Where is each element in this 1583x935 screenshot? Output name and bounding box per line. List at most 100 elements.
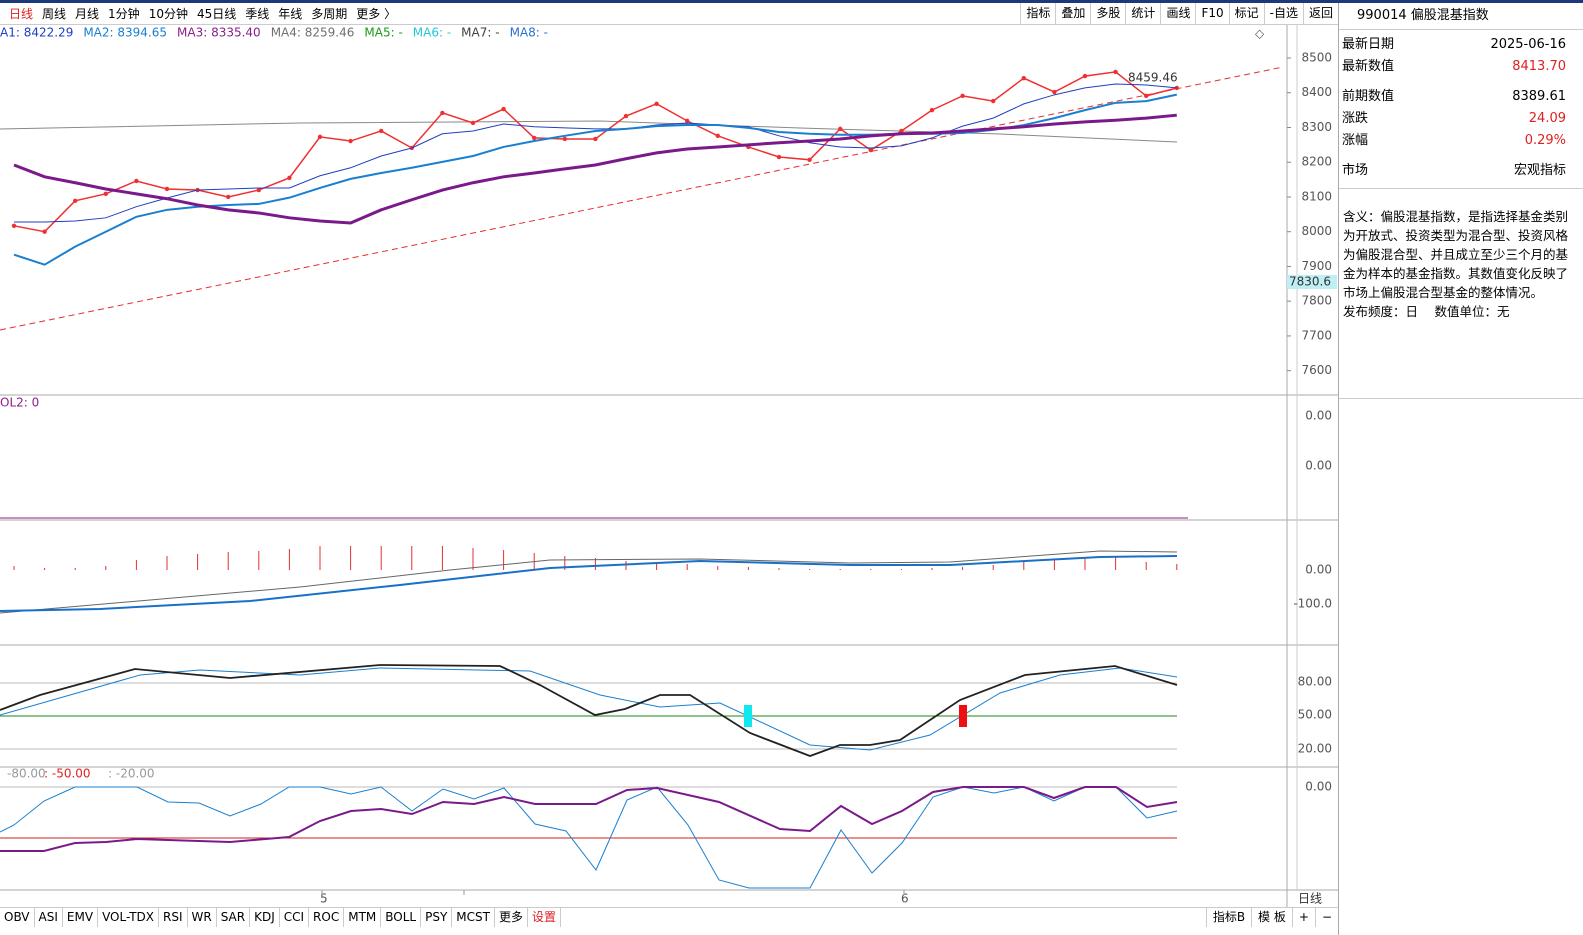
- period-tab[interactable]: 多周期: [311, 7, 348, 21]
- tool-button[interactable]: F10: [1195, 3, 1228, 24]
- tool-button[interactable]: 叠加: [1055, 3, 1090, 24]
- tool-button[interactable]: 指标: [1020, 3, 1055, 24]
- period-label: 日线: [1298, 892, 1322, 906]
- tool-button[interactable]: 画线: [1160, 3, 1195, 24]
- close-point: [226, 194, 231, 200]
- y-tick-label: 8500: [1301, 51, 1332, 65]
- indicator-tab[interactable]: MTM: [344, 908, 382, 927]
- bottom-right: 指标B 模 板 + −: [1205, 908, 1338, 927]
- close-point: [317, 134, 323, 140]
- current-label: 7830.6: [1289, 275, 1331, 289]
- close-point: [654, 101, 659, 107]
- ma-legend: A1: 8422.29: [0, 26, 73, 40]
- indicator-tab[interactable]: RSI: [159, 908, 188, 927]
- current-box: [1287, 275, 1337, 289]
- y-tick-label: 8300: [1301, 120, 1332, 134]
- close-point: [868, 147, 873, 153]
- macd-tick: 0.00: [1305, 563, 1332, 577]
- indicator-tab[interactable]: 更多: [495, 908, 528, 927]
- ma-legend: MA5: -: [364, 26, 402, 40]
- close-point: [960, 93, 965, 99]
- indicator-tab[interactable]: OBV: [0, 908, 35, 927]
- close-point: [929, 107, 935, 113]
- x-month-label: 6: [901, 892, 909, 906]
- tool-button[interactable]: -自选: [1263, 3, 1303, 24]
- wr-label: : -20.00: [108, 767, 155, 781]
- info-row: 最新数值 8413.70: [1339, 56, 1583, 78]
- info-value: 0.29%: [1524, 133, 1566, 148]
- period-tab[interactable]: 月线: [75, 7, 100, 21]
- tool-button[interactable]: 多股: [1090, 3, 1125, 24]
- wr-2: [0, 786, 1178, 852]
- x-month-label: 5: [320, 892, 328, 906]
- tool-button[interactable]: 统计: [1125, 3, 1160, 24]
- close-point: [164, 186, 170, 192]
- close-point: [1052, 89, 1057, 95]
- period-tab[interactable]: 1分钟: [108, 7, 140, 21]
- info-label: 最新日期: [1342, 37, 1395, 52]
- info-value: 8413.70: [1512, 59, 1566, 74]
- close-point: [991, 98, 996, 104]
- indicator-tab[interactable]: MCST: [452, 908, 495, 927]
- wr-label: -80.00: [7, 767, 46, 781]
- period-tab[interactable]: 周线: [42, 7, 67, 21]
- series-line: [13, 93, 1178, 266]
- series-line: [13, 113, 1177, 225]
- indicator-tab[interactable]: ASI: [35, 908, 63, 927]
- info-rows: 最新日期 2025-06-16 最新数值 8413.70 前期数值 8389.61 涨跌 24…: [1339, 30, 1583, 182]
- indicator-tab[interactable]: SAR: [217, 908, 251, 927]
- close-point: [532, 135, 537, 141]
- period-tab[interactable]: 更多 〉: [356, 7, 397, 21]
- period-tab[interactable]: 10分钟: [148, 7, 188, 21]
- info-panel: 990014 偏股混基指数 最新日期 2025-06-16 最新数值 8413.70 前…: [1338, 3, 1583, 935]
- period-toolbar: 日线 周线 月线 1分钟 10分钟 45日线 季线 年线 多周期 更多 〉 指标 叠加 多股 统计 画线 F…: [0, 3, 1338, 25]
- info-label: 最新数值: [1342, 59, 1395, 74]
- ma-legend: MA7: -: [461, 26, 499, 40]
- bottom-button[interactable]: +: [1291, 908, 1315, 927]
- info-value: 2025-06-16: [1490, 37, 1566, 52]
- wr-tick: 0.00: [1305, 780, 1332, 794]
- y-tick-label: 7600: [1301, 363, 1332, 377]
- indicator-tab[interactable]: EMV: [63, 908, 99, 927]
- bottom-button[interactable]: 指标B: [1205, 908, 1251, 927]
- close-point: [623, 113, 629, 119]
- indicator-tab[interactable]: VOL-TDX: [98, 908, 159, 927]
- indicator-tab[interactable]: WR: [188, 908, 217, 927]
- indicator-tab[interactable]: BOLL: [381, 908, 422, 927]
- period-tab[interactable]: 季线: [245, 7, 270, 21]
- wr-1: [0, 786, 1178, 889]
- indicator-tab[interactable]: CCI: [280, 908, 310, 927]
- info-label: 涨跌: [1342, 111, 1369, 126]
- close-point: [1082, 73, 1088, 79]
- y-tick-label: 7900: [1301, 259, 1332, 273]
- indicator-tab[interactable]: KDJ: [250, 908, 280, 927]
- info-value: 24.09: [1528, 111, 1566, 126]
- kdj-tick: 20.00: [1298, 742, 1332, 756]
- tool-button[interactable]: 返回: [1302, 3, 1338, 24]
- period-tab[interactable]: 45日线: [196, 7, 237, 21]
- indicator-tab[interactable]: 设置: [528, 908, 562, 927]
- period-tab[interactable]: 日线: [9, 7, 34, 21]
- bottom-button[interactable]: −: [1314, 908, 1338, 927]
- tool-button[interactable]: 标记: [1228, 3, 1264, 24]
- period-tab[interactable]: 年线: [278, 7, 303, 21]
- info-label: 前期数值: [1342, 89, 1395, 104]
- close-point: [1144, 93, 1149, 99]
- info-label: 市场: [1342, 163, 1369, 178]
- close-point: [776, 154, 782, 160]
- bottom-button[interactable]: 模 板: [1251, 908, 1292, 927]
- divider: [1339, 398, 1583, 399]
- vol-tick: 0.00: [1305, 409, 1332, 423]
- close-point: [562, 136, 567, 142]
- indicator-tabs: OBV ASI EMV VOL-TDX RSI WR SAR KDJ CCI ROC MTM BOLL…: [0, 907, 1338, 927]
- indicator-tab[interactable]: PSY: [421, 908, 453, 927]
- y-tick-label: 8200: [1301, 155, 1332, 169]
- close-point: [348, 138, 353, 144]
- close-point: [103, 191, 109, 197]
- ma-legend: MA3: 8335.40: [177, 26, 261, 40]
- close-point: [134, 178, 139, 184]
- indicator-tab[interactable]: ROC: [309, 908, 345, 927]
- vol-tick: 0.00: [1305, 459, 1332, 473]
- close-point: [685, 118, 690, 124]
